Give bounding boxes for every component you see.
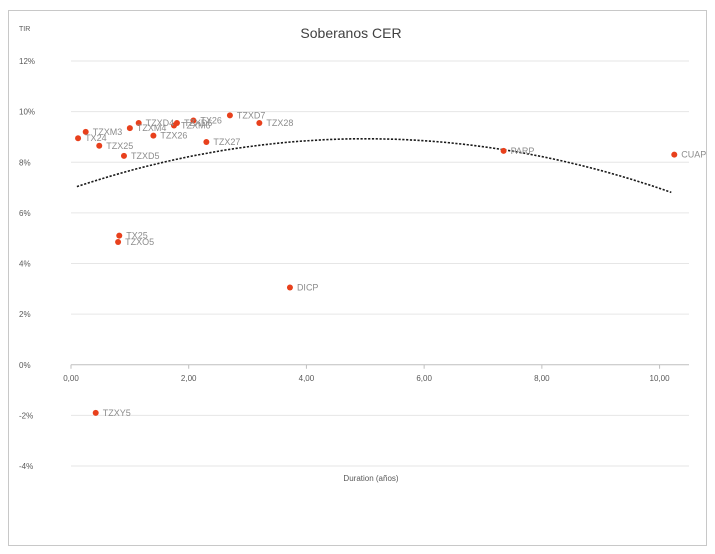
x-tick-label: 8,00 — [534, 374, 550, 383]
data-label: TZXY5 — [103, 408, 131, 418]
data-label: TZXM6 — [181, 121, 211, 131]
data-label: DICP — [297, 283, 319, 293]
x-tick-label: 10,00 — [650, 374, 671, 383]
data-labels: TZXM3TX24TZX25TZXD5TZXM4TZXD4TZX26TZXM6T… — [85, 110, 706, 417]
y-tick-label: 4% — [19, 260, 31, 269]
y-tick-label: -4% — [19, 462, 33, 471]
data-point — [120, 152, 127, 159]
data-point — [150, 132, 157, 139]
y-tick-label: 10% — [19, 108, 35, 117]
x-tick-label: 6,00 — [416, 374, 432, 383]
data-point — [286, 284, 293, 291]
y-tick-label: 8% — [19, 158, 31, 167]
chart-title: Soberanos CER — [300, 25, 401, 41]
data-points — [75, 112, 678, 416]
data-point — [671, 151, 678, 158]
data-label: TZXD7 — [237, 110, 266, 120]
data-point — [190, 117, 197, 124]
data-point — [256, 120, 263, 127]
data-point — [500, 147, 507, 154]
data-label: TZX26 — [160, 131, 187, 141]
data-point — [126, 125, 133, 132]
y-tick-label: 2% — [19, 310, 31, 319]
data-label: TZXM3 — [93, 127, 123, 137]
x-tick-label: 0,00 — [63, 374, 79, 383]
data-point — [135, 120, 142, 127]
data-label: TX25 — [126, 231, 148, 241]
data-label: TX26 — [200, 115, 222, 125]
x-tick-labels: 0,00 2,00 4,00 6,00 8,00 10,00 — [63, 374, 670, 383]
data-label: CUAP — [681, 150, 706, 160]
y-tick-label: 0% — [19, 361, 31, 370]
scatter-chart: Soberanos CER TIR Duration (años) -4% -2%… — [19, 25, 706, 483]
y-tick-label: -2% — [19, 411, 33, 420]
y-tick-label: 6% — [19, 209, 31, 218]
x-tick-label: 4,00 — [299, 374, 315, 383]
trendline — [76, 138, 672, 194]
data-label: TZXD5 — [131, 151, 160, 161]
data-point — [203, 139, 210, 145]
data-point — [226, 112, 233, 119]
data-point — [82, 128, 89, 135]
data-label: TZXD4 — [146, 118, 175, 128]
data-label: TZX28 — [266, 118, 293, 128]
x-axis-title: Duration (años) — [343, 474, 398, 483]
data-point — [173, 120, 180, 127]
data-point — [116, 232, 123, 239]
y-axis-title: TIR — [19, 26, 30, 33]
data-label: TZX25 — [106, 141, 133, 151]
data-label: TZXD6 — [184, 118, 213, 128]
data-point — [75, 135, 82, 142]
data-label: TX24 — [85, 133, 107, 143]
data-label: TZXM4 — [137, 123, 167, 133]
x-tick-label: 2,00 — [181, 374, 197, 383]
gridlines — [70, 60, 689, 467]
data-point — [115, 238, 122, 245]
data-label: PARP — [511, 146, 535, 156]
data-point — [96, 142, 103, 149]
data-point — [92, 409, 99, 416]
chart-frame: Soberanos CER TIR Duration (años) -4% -2%… — [8, 10, 707, 546]
y-tick-labels: -4% -2% 0% 2% 4% 6% 8% 10% 12% — [19, 57, 35, 471]
data-label: TZXO5 — [125, 237, 154, 247]
y-tick-label: 12% — [19, 57, 35, 66]
data-label: TZX27 — [213, 137, 240, 147]
